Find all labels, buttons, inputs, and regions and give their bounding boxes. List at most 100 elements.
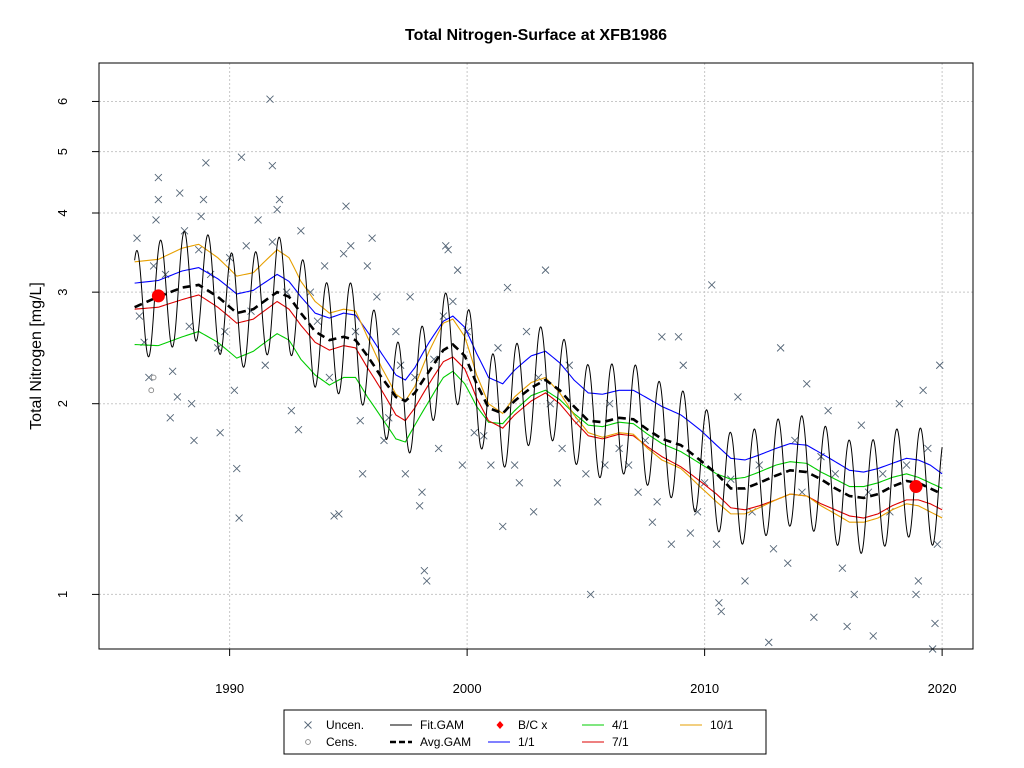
uncensored-point bbox=[565, 361, 574, 370]
bc-point bbox=[151, 289, 165, 303]
uncensored-point bbox=[878, 470, 887, 478]
uncensored-point bbox=[261, 361, 270, 370]
uncensored-point bbox=[190, 436, 198, 445]
uncensored-point bbox=[864, 488, 873, 496]
uncensored-point bbox=[802, 379, 811, 388]
legend-item: 7/1 bbox=[582, 735, 629, 749]
uncensored-point bbox=[166, 413, 175, 422]
uncensored-point bbox=[273, 205, 281, 214]
legend-item: 1/1 bbox=[488, 735, 535, 749]
uncensored-point bbox=[335, 510, 343, 518]
uncensored-point bbox=[180, 226, 189, 235]
uncensored-point bbox=[434, 444, 443, 453]
uncensored-point bbox=[522, 327, 531, 336]
uncensored-point bbox=[653, 498, 661, 506]
uncensored-point bbox=[582, 470, 590, 478]
uncensored-point bbox=[857, 421, 866, 429]
uncensored-point bbox=[679, 361, 688, 370]
uncensored-point bbox=[392, 327, 400, 336]
uncensored-point bbox=[707, 281, 716, 289]
uncensored-point bbox=[843, 622, 851, 631]
uncensored-point bbox=[919, 386, 927, 395]
uncensored-point bbox=[194, 245, 203, 254]
axis-layer: 1990 2000 2010 2020 1 2 3 4 5 6 bbox=[55, 98, 957, 696]
y-tick-label: 3 bbox=[55, 289, 70, 296]
y-tick-label: 6 bbox=[55, 98, 70, 105]
uncensored-point bbox=[798, 488, 806, 496]
uncensored-point bbox=[216, 428, 224, 437]
uncensored-point bbox=[418, 488, 426, 496]
legend-label: 1/1 bbox=[518, 735, 535, 749]
uncensored-point bbox=[422, 577, 431, 585]
uncensored-point bbox=[444, 245, 452, 254]
uncensored-point bbox=[406, 292, 414, 301]
uncensored-point bbox=[380, 436, 388, 445]
y-tick-label: 4 bbox=[55, 209, 70, 216]
legend-item: Fit.GAM bbox=[390, 718, 464, 732]
uncensored-point bbox=[850, 590, 859, 599]
uncensored-point bbox=[764, 638, 773, 647]
uncensored-point bbox=[717, 607, 726, 616]
uncensored-point bbox=[133, 234, 141, 243]
legend-label: 10/1 bbox=[710, 718, 734, 732]
uncensored-point bbox=[593, 498, 602, 506]
uncensored-point bbox=[320, 262, 329, 270]
legend-diamond-symbol bbox=[496, 721, 504, 729]
uncensored-point bbox=[237, 153, 246, 161]
uncensored-point bbox=[199, 195, 208, 204]
uncensored-point bbox=[791, 436, 799, 445]
uncensored-point bbox=[470, 428, 479, 437]
legend-label: B/C x bbox=[518, 718, 547, 732]
uncensored-point bbox=[396, 361, 405, 370]
uncensored-point bbox=[230, 386, 239, 395]
uncensored-point bbox=[769, 545, 778, 553]
uncensored-point bbox=[235, 514, 243, 522]
uncensored-point bbox=[933, 540, 942, 549]
y-axis-label: Total Nitrogen [mg/L] bbox=[28, 282, 45, 430]
uncensored-point bbox=[154, 195, 163, 204]
uncensored-point bbox=[287, 406, 296, 415]
uncensored-point bbox=[503, 283, 512, 292]
grid-layer bbox=[99, 63, 973, 649]
uncensored-point bbox=[306, 288, 315, 296]
uncensored-point bbox=[339, 249, 348, 258]
uncensored-point bbox=[197, 212, 205, 221]
uncensored-point bbox=[586, 590, 595, 599]
legend-item: B/C x bbox=[496, 718, 547, 732]
y-tick-label: 5 bbox=[55, 148, 70, 155]
x-tick-label: 1990 bbox=[215, 681, 244, 696]
uncensored-point bbox=[510, 461, 519, 469]
uncensored-point bbox=[869, 632, 878, 640]
uncensored-point bbox=[275, 195, 284, 204]
uncensored-point bbox=[363, 262, 372, 270]
uncensored-point bbox=[441, 242, 450, 250]
x-tick-label: 2020 bbox=[928, 681, 957, 696]
uncensored-point bbox=[734, 393, 742, 401]
uncensored-point bbox=[325, 373, 334, 382]
uncensored-point bbox=[487, 461, 495, 469]
y-tick-label: 1 bbox=[55, 591, 70, 598]
uncensored-point bbox=[715, 598, 723, 607]
avg-gam-line bbox=[134, 283, 943, 500]
uncensored-point bbox=[373, 292, 381, 301]
uncensored-point bbox=[420, 566, 429, 575]
uncensored-point bbox=[515, 479, 524, 487]
legend-item: Avg.GAM bbox=[390, 735, 471, 749]
uncensored-point bbox=[384, 413, 393, 422]
uncensored-point bbox=[268, 238, 277, 246]
chart-title: Total Nitrogen-Surface at XFB1986 bbox=[405, 27, 667, 44]
uncensored-point bbox=[297, 226, 305, 235]
uncensored-point bbox=[458, 461, 467, 469]
uncensored-point bbox=[242, 242, 251, 250]
uncensored-point bbox=[368, 234, 376, 243]
uncensored-point bbox=[494, 344, 502, 352]
legend-item: Cens. bbox=[305, 735, 357, 749]
censored-point bbox=[150, 374, 157, 381]
uncensored-point bbox=[810, 613, 818, 622]
legend-label: Fit.GAM bbox=[420, 718, 464, 732]
legend-label: 7/1 bbox=[612, 735, 629, 749]
uncensored-point bbox=[221, 327, 229, 336]
uncensored-point bbox=[558, 444, 566, 453]
x-tick-label: 2010 bbox=[690, 681, 719, 696]
